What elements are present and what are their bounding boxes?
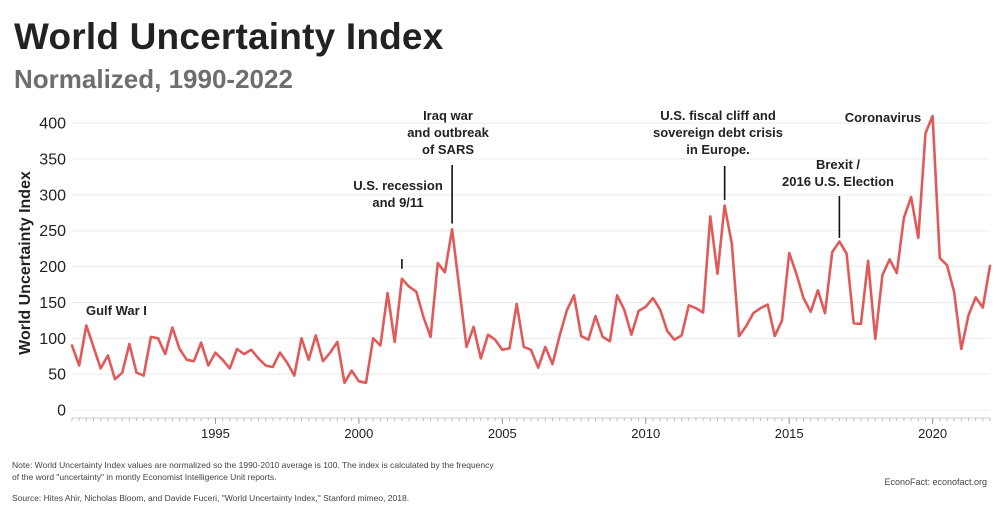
- line-chart: 0 50 100 150 200 250 300 350 400 1995 2000 2005 2010…: [17, 108, 992, 441]
- x-tick-label: 2005: [488, 426, 517, 441]
- x-tick-label: 1995: [201, 426, 230, 441]
- y-tick-label: 150: [39, 295, 66, 312]
- annotation-label: Gulf War I: [86, 303, 147, 318]
- chart-source: Source: Hites Ahir, Nicholas Bloom, and …: [12, 493, 410, 503]
- y-tick-label: 300: [39, 187, 66, 204]
- y-tick-label: 100: [39, 331, 66, 348]
- annotation-label: U.S. recession and 9/11: [353, 178, 443, 210]
- x-tick-label: 2020: [918, 426, 947, 441]
- y-tick-label: 250: [39, 223, 66, 240]
- y-tick-label: 400: [39, 116, 66, 133]
- annotation-label: U.S. fiscal cliff and sovereign debt cris…: [653, 108, 783, 157]
- chart-note: Note: World Uncertainty Index values are…: [12, 460, 494, 482]
- x-tick-label: 2015: [775, 426, 804, 441]
- y-axis-label: World Uncertainty Index: [17, 171, 34, 355]
- series-line: [70, 114, 992, 385]
- chart-subtitle: Normalized, 1990-2022: [14, 64, 293, 94]
- annotation-label: Brexit /2016 U.S. Election: [782, 157, 894, 189]
- econofact-credit: EconoFact: econofact.org: [884, 477, 987, 487]
- x-tick-label: 2010: [631, 426, 660, 441]
- y-tick-label: 50: [48, 367, 66, 384]
- y-tick-label: 200: [39, 259, 66, 276]
- annotation-label: Iraq war and outbreak of SARS: [407, 108, 489, 157]
- x-tick-label: 2000: [344, 426, 373, 441]
- annotation-label: Coronavirus: [845, 110, 922, 125]
- y-tick-label: 0: [57, 403, 66, 420]
- chart-title: World Uncertainty Index: [14, 16, 444, 57]
- y-tick-label: 350: [39, 152, 66, 169]
